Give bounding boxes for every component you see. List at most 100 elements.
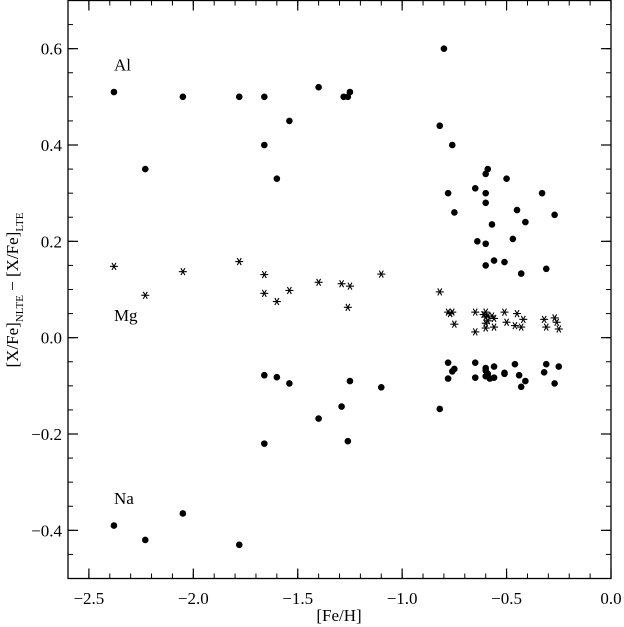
data-point-dot xyxy=(503,175,510,183)
data-point-dot xyxy=(471,185,479,192)
data-point-asterisk xyxy=(343,303,352,312)
data-point-asterisk xyxy=(448,308,457,316)
data-point-dot xyxy=(261,371,268,379)
data-point-dot xyxy=(538,189,546,197)
x-axis-label: [Fe/H] xyxy=(316,606,361,625)
data-point-asterisk xyxy=(260,270,269,279)
y-tick-label: −0.2 xyxy=(31,425,62,444)
data-point-asterisk xyxy=(109,262,118,271)
data-point-dot xyxy=(551,211,558,219)
y-axis-label: [X/Fe]NLTE − [X/Fe]LTE xyxy=(3,212,26,367)
data-point-dot xyxy=(482,189,489,197)
plot-frame xyxy=(67,0,612,580)
data-point-asterisk xyxy=(490,323,499,331)
data-point-dot xyxy=(501,258,508,266)
data-point-dot xyxy=(338,403,345,410)
y-axis-label-sub-lte: LTE xyxy=(14,212,26,231)
data-point-dot xyxy=(490,257,498,264)
x-tick-label: 0.0 xyxy=(600,589,621,608)
data-point-asterisk xyxy=(337,279,346,288)
y-tick-label: 0.6 xyxy=(41,40,62,59)
data-point-dot xyxy=(542,265,550,273)
data-point-dot xyxy=(436,122,444,130)
data-point-dot xyxy=(482,262,489,269)
data-point-dot xyxy=(261,440,268,447)
data-point-asterisk xyxy=(141,291,150,300)
data-point-dot xyxy=(515,371,523,379)
y-axis-label-mid: − [X/Fe] xyxy=(3,232,22,295)
data-point-asterisk xyxy=(554,325,563,333)
data-point-dot xyxy=(261,93,268,101)
x-tick-label: −1.0 xyxy=(387,589,418,608)
data-point-asterisk xyxy=(542,323,551,331)
data-point-dot xyxy=(501,370,508,378)
data-point-dot xyxy=(110,522,118,529)
data-point-dot xyxy=(474,238,481,245)
data-point-dot xyxy=(482,240,489,248)
data-point-asterisk xyxy=(500,308,509,316)
data-point-asterisk xyxy=(540,315,549,324)
data-point-dot xyxy=(377,383,385,391)
data-point-dot xyxy=(471,374,479,381)
element-label-na: Na xyxy=(114,489,134,508)
data-point-asterisk xyxy=(502,318,511,327)
data-point-asterisk xyxy=(178,267,187,276)
axis-ticks xyxy=(67,0,612,579)
data-point-asterisk xyxy=(481,319,490,327)
data-point-asterisk xyxy=(471,328,480,336)
y-tick-label: −0.4 xyxy=(31,521,62,540)
data-point-dot xyxy=(436,405,444,413)
data-point-dot xyxy=(286,117,293,125)
data-point-dot xyxy=(517,383,525,391)
element-labels: Al Mg Na xyxy=(114,55,138,508)
data-point-asterisk xyxy=(435,288,444,296)
element-label-mg: Mg xyxy=(114,306,138,325)
data-point-dot xyxy=(110,88,118,96)
data-point-dot xyxy=(346,377,354,385)
data-point-dot xyxy=(141,536,149,544)
data-point-dot xyxy=(551,380,558,387)
data-point-dot xyxy=(482,199,489,207)
data-point-dot xyxy=(344,437,352,445)
data-point-dot xyxy=(522,377,529,385)
y-tick-label: 0.4 xyxy=(41,136,63,155)
x-tick-label: −2.5 xyxy=(73,589,104,608)
data-point-dot xyxy=(179,510,187,517)
x-tick-label: −2.0 xyxy=(178,589,209,608)
data-point-dot xyxy=(346,88,354,96)
data-point-dot xyxy=(511,360,519,368)
data-point-asterisk xyxy=(314,278,323,287)
data-point-asterisk xyxy=(517,323,526,331)
data-point-asterisk xyxy=(272,297,281,306)
data-point-dot xyxy=(509,235,517,243)
data-point-dot xyxy=(448,141,456,149)
data-point-dot xyxy=(141,165,149,173)
data-point-dot xyxy=(513,206,521,214)
y-tick-label: 0.2 xyxy=(41,232,62,251)
data-point-dot xyxy=(273,373,281,381)
data-point-dot xyxy=(444,359,452,367)
data-point-asterisk xyxy=(235,257,244,266)
data-point-dot xyxy=(444,375,452,382)
data-point-dot xyxy=(522,218,529,226)
data-point-dot xyxy=(235,541,243,549)
data-point-dot xyxy=(451,209,458,216)
data-point-dot xyxy=(540,369,548,376)
data-point-dot xyxy=(179,93,187,101)
data-point-dot xyxy=(555,363,563,370)
x-tick-label: −1.5 xyxy=(282,589,313,608)
data-point-asterisk xyxy=(552,318,561,327)
data-point-dot xyxy=(315,415,322,422)
data-point-asterisk xyxy=(513,309,522,318)
data-point-dot xyxy=(273,175,281,183)
data-point-asterisk xyxy=(490,314,499,323)
data-point-dot xyxy=(490,363,498,370)
y-tick-label: 0.0 xyxy=(41,329,62,348)
data-point-dot xyxy=(451,365,458,373)
data-point-asterisk xyxy=(471,308,480,316)
data-point-dot xyxy=(235,93,243,101)
data-point-dot xyxy=(440,45,448,52)
data-point-dot xyxy=(488,221,496,228)
data-point-dot xyxy=(444,189,452,197)
